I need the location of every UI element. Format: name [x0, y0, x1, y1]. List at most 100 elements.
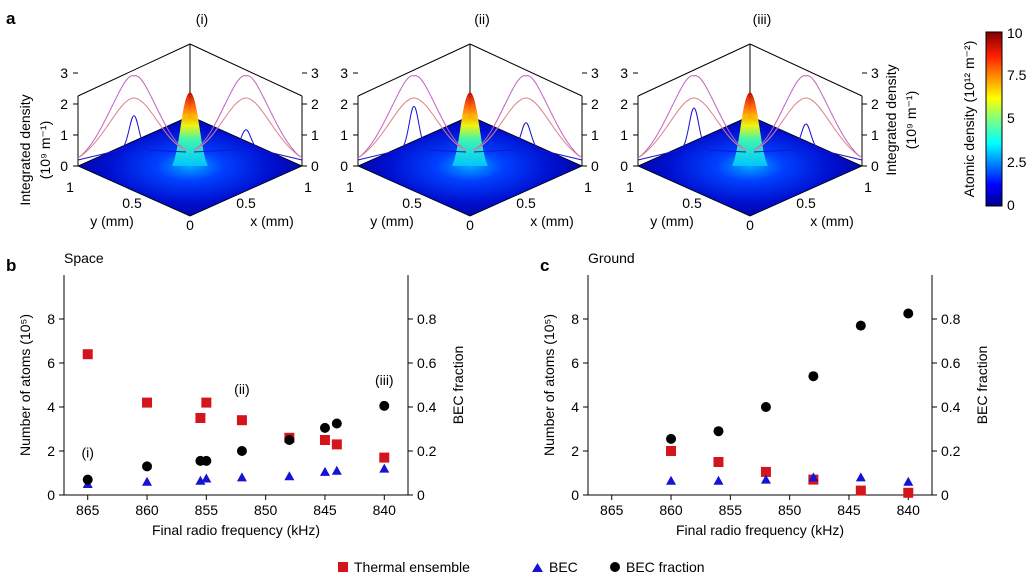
y-tick-label: 6 [571, 355, 579, 371]
right-profile-bec [753, 123, 863, 161]
y2-axis-label: BEC fraction [450, 346, 466, 425]
colorbar-tick-1: 2.5 [1007, 154, 1027, 170]
z-tick-label-right: 0 [591, 158, 599, 174]
floor-tick-y-1: 1 [66, 179, 74, 195]
colorbar: 0 2.5 5 7.5 10 Atomic density (10¹² m⁻²) [961, 25, 1027, 213]
chart-space: Space 865 860 855 850 845 840 0 2 4 6 8 0 0.2 0.4 0.6 0.… [17, 250, 466, 538]
point-bec [201, 473, 212, 483]
point-bec [903, 476, 914, 486]
colorbar-label: Atomic density (10¹² m⁻²) [961, 41, 977, 198]
point-fraction [760, 402, 771, 412]
y-axis-label: y (mm) [90, 213, 134, 229]
floor-tick-y-05: 0.5 [402, 195, 422, 211]
floor-tick-x-05: 0.5 [796, 195, 816, 211]
x-tick-label: 865 [600, 502, 624, 518]
panel-label-c: c [540, 256, 549, 275]
y2-tick-label: 0.6 [941, 355, 961, 371]
point-bec [666, 475, 677, 485]
left-profile-bec [357, 105, 467, 161]
x-tick-label: 850 [254, 502, 278, 518]
point-fraction [201, 455, 212, 466]
left-profile-thermal [357, 97, 467, 159]
z-tick-label-left: 1 [60, 127, 68, 143]
floor-tick-0: 0 [186, 217, 194, 233]
annotation: (ii) [234, 381, 250, 397]
legend-label-fraction: BEC fraction [626, 559, 705, 575]
z-tick-label-left: 3 [60, 65, 68, 81]
x-axis-label: x (mm) [530, 213, 574, 229]
point-bec [331, 465, 342, 475]
x-axis-label: Final radio frequency (kHz) [676, 522, 844, 538]
colorbar-tick-0: 0 [1007, 197, 1015, 213]
point-thermal [379, 452, 390, 463]
z-tick-label-right: 3 [311, 65, 319, 81]
left-wall-top [357, 43, 471, 97]
y-axis-label: y (mm) [370, 213, 414, 229]
point-bec [319, 466, 330, 476]
subplot-1: (i) 0 0 1 1 2 2 3 3 1 0.5 0 0.5 1 y (mm) x (mm) [60, 11, 319, 233]
y-axis-label: y (mm) [650, 213, 694, 229]
point-bec [855, 472, 866, 482]
panel-a-left-axis-unit: (10⁹ m⁻¹) [37, 121, 53, 180]
right-profile-bec [193, 129, 303, 161]
point-thermal [201, 397, 212, 408]
floor-tick-y-1: 1 [626, 179, 634, 195]
left-wall-top [77, 43, 191, 97]
x-tick-label: 860 [135, 502, 159, 518]
z-tick-label-left: 3 [340, 65, 348, 81]
z-tick-label-left: 0 [60, 158, 68, 174]
point-thermal [903, 487, 914, 498]
legend-marker-bec [532, 563, 543, 572]
point-bec [713, 475, 724, 485]
colorbar-gradient [985, 31, 1003, 207]
right-profile-thermal [473, 97, 583, 159]
point-fraction [903, 308, 914, 319]
y-tick-label: 6 [47, 355, 55, 371]
y2-tick-label: 0.8 [417, 311, 437, 327]
point-thermal [713, 457, 724, 467]
y2-tick-label: 0.6 [417, 355, 437, 371]
left-profile-thermal [637, 97, 747, 159]
y-tick-label: 8 [571, 311, 579, 327]
panel-a-3d-plots: (i) 0 0 1 1 2 2 3 3 1 0.5 0 0.5 1 y (mm) x (mm) (ii) 0 0 1 1… [60, 11, 879, 233]
y2-tick-label: 0.4 [941, 399, 961, 415]
z-tick-label-right: 2 [871, 96, 879, 112]
point-thermal [319, 435, 330, 445]
right-profile-total [473, 75, 583, 159]
y-tick-label: 4 [571, 399, 579, 415]
x-axis-label: Final radio frequency (kHz) [152, 522, 320, 538]
z-tick-label-left: 3 [620, 65, 628, 81]
x-tick-label: 865 [76, 502, 100, 518]
right-profile-bec [473, 122, 583, 161]
floor-tick-x-1: 1 [584, 179, 592, 195]
y2-tick-label: 0 [417, 487, 425, 503]
z-tick-label-right: 2 [591, 96, 599, 112]
left-profile-thermal [77, 97, 187, 159]
y2-tick-label: 0 [941, 487, 949, 503]
y2-tick-label: 0.2 [941, 443, 961, 459]
legend-label-thermal: Thermal ensemble [354, 559, 470, 575]
x-tick-label: 850 [778, 502, 802, 518]
right-profile-thermal [753, 97, 863, 159]
point-fraction [331, 418, 342, 429]
left-wall-top [637, 43, 751, 97]
point-fraction [319, 422, 330, 433]
right-profile-total [753, 75, 863, 159]
y-tick-label: 0 [47, 487, 55, 503]
x-tick-label: 855 [719, 502, 743, 518]
point-fraction [82, 474, 93, 485]
point-thermal [236, 415, 247, 426]
z-tick-label-left: 2 [60, 96, 68, 112]
annotation: (i) [82, 445, 94, 461]
colorbar-tick-4: 10 [1007, 25, 1023, 41]
right-profile-thermal [193, 97, 303, 159]
y-tick-label: 2 [571, 443, 579, 459]
x-tick-label: 840 [373, 502, 397, 518]
y-tick-label: 2 [47, 443, 55, 459]
x-tick-label: 855 [195, 502, 219, 518]
left-profile-bec [77, 115, 187, 161]
panel-label-b: b [6, 256, 16, 275]
left-profile-total [77, 75, 187, 159]
right-wall-top [189, 43, 303, 97]
